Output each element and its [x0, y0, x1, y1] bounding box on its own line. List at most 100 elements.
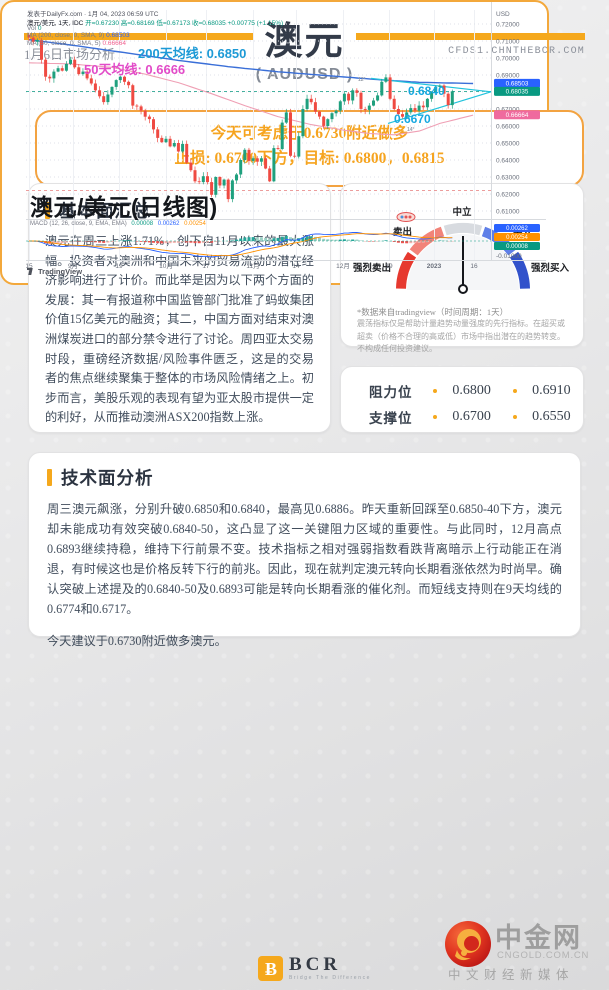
svg-text:12月: 12月 [336, 262, 350, 270]
chart-published-line: 发表于DailyFx.com · 1月 04, 2023 06:59 UTC [27, 11, 159, 18]
tradingview-text: TradingView [38, 267, 83, 276]
support-row: 支撑位 0.6700 0.6550 [369, 405, 583, 429]
svg-text:0.66000: 0.66000 [496, 123, 520, 130]
cngold-domain[interactable]: CNGOLD.COM.CN [497, 950, 590, 961]
svg-text:0.69000: 0.69000 [496, 72, 520, 79]
tradingview-watermark: TradingView [27, 267, 82, 276]
section-accent-bar [45, 202, 50, 219]
technical-title: 技术面分析 [61, 468, 154, 488]
cngold-icon [445, 921, 491, 967]
macd-value-2: 0.00262 [157, 221, 180, 227]
svg-text:0.62000: 0.62000 [496, 191, 520, 198]
svg-text:14°: 14° [407, 127, 415, 133]
macd-legend: MACD (12, 26, close, 9, EMA, EMA) 0.0000… [27, 221, 206, 227]
bcr-tagline: Bridge The Difference [289, 975, 372, 981]
svg-text:0.6670: 0.6670 [394, 112, 431, 126]
svg-text:15: 15 [26, 263, 33, 270]
svg-text:USD: USD [496, 11, 510, 18]
gauge-label-buy: 买入 [513, 227, 533, 238]
site-url[interactable]: CFDS1.CHNTHEBCR.COM [448, 46, 585, 57]
chart-ma200-legend: MA (200, close, 0, SMA, 9) 0.68503 [27, 32, 130, 39]
cngold-name: 中金网 [495, 923, 582, 953]
resistance-row: 阻力位 0.6800 0.6910 [369, 379, 583, 403]
header-accent-bar-left [24, 33, 253, 40]
svg-text:0.71000: 0.71000 [496, 38, 520, 45]
svg-text:14: 14 [292, 263, 300, 270]
chart-card: 0.720000.710000.700000.690000.680000.670… [0, 0, 549, 285]
svg-text:0.70000: 0.70000 [496, 55, 520, 62]
svg-text:0.6840: 0.6840 [408, 84, 445, 98]
resistance-value-1: 0.6800 [452, 383, 491, 398]
chart-overlay-title: 澳元/美元(日线图) [30, 194, 218, 220]
chart-volume-legend: Vol 0 [27, 25, 41, 32]
bullet-dot-icon [513, 415, 518, 419]
bullet-dot-icon [513, 389, 518, 393]
svg-text:19: 19 [115, 263, 123, 270]
fundamental-summary-card: 基本面汇总 澳元在周三上涨1.71%，创下自11月以来的最大涨幅。投资者对澳洲和… [28, 183, 331, 433]
header-accent-bar-right [356, 33, 585, 40]
macd-value-3: 0.00254 [184, 221, 206, 227]
chart-ohlc-legend: 澳元/美元, 1天, IDC 开=0.67230 高=0.68169 低=0.6… [27, 17, 283, 27]
svg-text:0.63000: 0.63000 [496, 174, 520, 181]
svg-text:16: 16 [470, 263, 478, 270]
macd-value-1: 0.00008 [131, 221, 154, 227]
gauge-disclaimer-note: 震荡指标仅是帮助计量趋势动量强度的先行指标。在超买或超卖（价格不合理的高或低）市… [357, 319, 565, 353]
resistance-value-2: 0.6910 [532, 383, 571, 398]
svg-text:0.65000: 0.65000 [496, 140, 520, 147]
svg-text:12°: 12° [358, 77, 366, 83]
svg-text:0.64000: 0.64000 [496, 157, 520, 164]
ma200-value: 0.68503 [106, 32, 130, 39]
svg-text:0.68503: 0.68503 [506, 81, 529, 88]
cngold-slogan: 中文财经新媒体 [448, 968, 575, 982]
gauge-label-strong-buy: 强烈买入 [531, 263, 570, 274]
levels-card: 阻力位 0.6800 0.6910 支撑位 0.6700 0.6550 [340, 366, 584, 433]
ma200-label: MA (200, close, 0, SMA, 9) [27, 32, 105, 39]
vol-label: Vol [27, 24, 37, 32]
svg-text:17: 17 [202, 263, 210, 270]
svg-text:0.68035: 0.68035 [506, 89, 529, 96]
svg-text:2023: 2023 [427, 263, 442, 270]
technical-title-row: 技术面分析 [47, 465, 562, 490]
vol-value: 0 [37, 24, 42, 32]
support-value-2: 0.6550 [532, 409, 571, 424]
svg-text:19: 19 [385, 263, 393, 270]
bullet-dot-icon [433, 389, 438, 393]
svg-text:9月: 9月 [68, 262, 78, 270]
gauge-label-sell: 卖出 [393, 227, 413, 238]
fundamental-title: 基本面汇总 [59, 201, 152, 221]
svg-text:0.00254: 0.00254 [506, 235, 528, 241]
fundamental-body: 澳元在周三上涨1.71%，创下自11月以来的最大涨幅。投资者对澳洲和中国未来的贸… [45, 234, 314, 425]
svg-text:Ƀ: Ƀ [265, 959, 277, 979]
chart-ma50-legend: MA (50, close, 0, SMA, 5) 0.66664 [27, 40, 126, 47]
svg-text:0.00008: 0.00008 [506, 244, 528, 250]
audusd-daily-chart: 0.720000.710000.700000.690000.680000.670… [26, 2, 546, 270]
svg-text:200天均线: 0.6850: 200天均线: 0.6850 [138, 46, 246, 61]
svg-text:-0.01000: -0.01000 [496, 253, 522, 260]
bcr-logo: Ƀ BCR Bridge The Difference [258, 954, 372, 981]
ma50-label: MA (50, close, 0, SMA, 5) [27, 39, 101, 47]
svg-text:0.00262: 0.00262 [506, 226, 528, 232]
svg-text:10月: 10月 [159, 262, 173, 270]
svg-text:0.66664: 0.66664 [506, 112, 529, 119]
technical-conclusion: 今天建议于0.6730附近做多澳元。 [47, 634, 227, 648]
fundamental-title-row: 基本面汇总 [45, 198, 314, 223]
technical-body: 周三澳元飙涨，分别升破0.6850和0.6840，最高见0.6886。昨天重新回… [47, 502, 562, 616]
cngold-logo: 中金网 CNGOLD.COM.CN 中文财经新媒体 [438, 916, 606, 986]
svg-text:50天均线: 0.6666: 50天均线: 0.6666 [84, 62, 185, 77]
bcr-name: BCR [289, 954, 342, 975]
bcr-icon: Ƀ [258, 956, 283, 981]
technical-analysis-card: 技术面分析 周三澳元飙涨，分别升破0.6850和0.6840，最高见0.6886… [28, 452, 581, 648]
macd-label: MACD (12, 26, close, 9, EMA, EMA) [30, 221, 127, 227]
sentiment-gauge-card: 中立 卖出 买入 强烈卖出 强烈买入 *数据来自tradingview（时间周期… [340, 183, 584, 353]
svg-text:0.61000: 0.61000 [496, 208, 520, 215]
ma50-value: 0.66664 [102, 39, 127, 47]
signal-entry-line: 今天可考虑于0.6730附近做多 [210, 125, 409, 142]
section-accent-bar [47, 469, 52, 486]
svg-text:0.67000: 0.67000 [496, 106, 520, 113]
chart-ohlc-values: 开=0.67230 高=0.68169 低=0.67173 收=0.68035 … [85, 19, 284, 27]
gauge-source-note: *数据来自tradingview（时间周期：1天） [357, 307, 509, 317]
bullet-dot-icon [433, 415, 438, 419]
gauge-label-strong-sell: 强烈卖出 [353, 263, 392, 274]
support-label: 支撑位 [369, 411, 413, 426]
